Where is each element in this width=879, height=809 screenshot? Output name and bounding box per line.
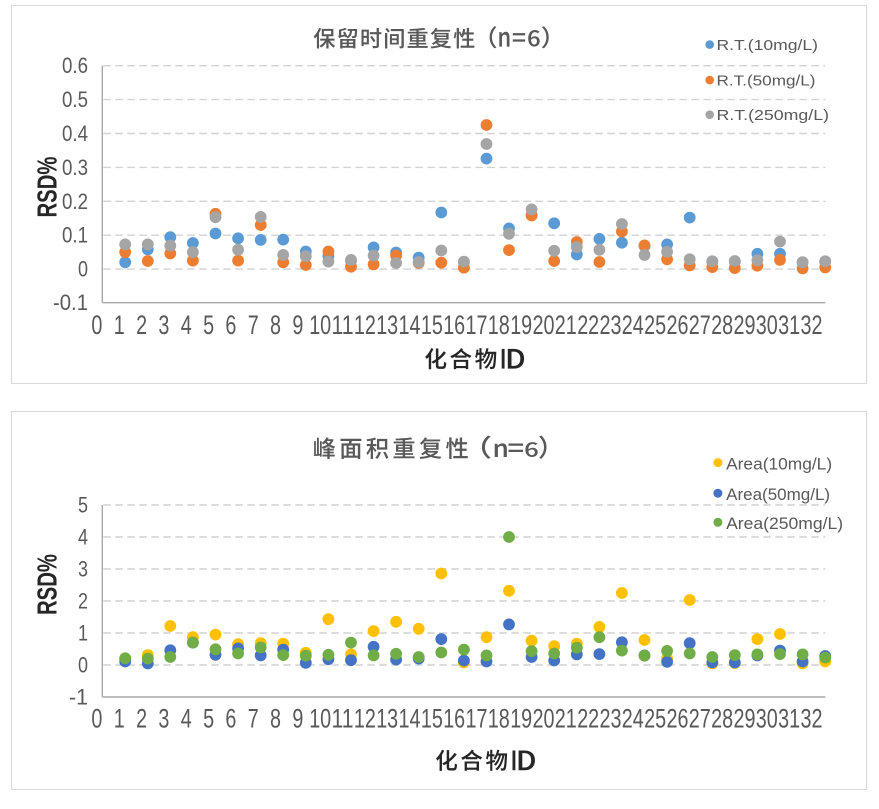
svg-text:RSD%: RSD% — [32, 554, 63, 615]
svg-text:3: 3 — [158, 310, 169, 340]
svg-text:15: 15 — [421, 704, 443, 734]
svg-text:8: 8 — [270, 704, 281, 734]
svg-text:30: 30 — [756, 310, 778, 340]
svg-text:0.5: 0.5 — [62, 87, 88, 112]
svg-text:2: 2 — [136, 310, 147, 340]
svg-text:5: 5 — [78, 493, 88, 518]
svg-text:1: 1 — [114, 310, 125, 340]
svg-text:25: 25 — [644, 704, 666, 734]
svg-text:0: 0 — [91, 310, 102, 340]
svg-text:0: 0 — [78, 257, 88, 282]
svg-text:18: 18 — [488, 310, 510, 340]
svg-text:-0.1: -0.1 — [53, 290, 88, 315]
svg-text:3: 3 — [158, 704, 169, 734]
svg-text:13: 13 — [376, 310, 398, 340]
svg-text:Area(10mg/L): Area(10mg/L) — [726, 454, 832, 473]
svg-text:20: 20 — [533, 704, 555, 734]
svg-text:3: 3 — [78, 557, 88, 582]
svg-text:5: 5 — [203, 310, 214, 340]
svg-text:23: 23 — [600, 310, 622, 340]
svg-text:20: 20 — [533, 310, 555, 340]
svg-text:7: 7 — [248, 704, 259, 734]
svg-text:18: 18 — [488, 704, 510, 734]
svg-text:R.T.(10mg/L): R.T.(10mg/L) — [717, 37, 819, 54]
svg-text:11: 11 — [332, 310, 354, 340]
svg-text:RSD%: RSD% — [32, 157, 63, 218]
svg-text:10: 10 — [309, 310, 331, 340]
svg-text:21: 21 — [555, 704, 577, 734]
svg-text:28: 28 — [711, 704, 733, 734]
svg-text:0.1: 0.1 — [62, 223, 88, 248]
svg-text:30: 30 — [756, 704, 778, 734]
svg-text:0.4: 0.4 — [62, 121, 88, 146]
svg-text:4: 4 — [78, 525, 88, 550]
svg-text:0: 0 — [78, 653, 88, 678]
svg-text:6: 6 — [225, 704, 236, 734]
svg-text:2: 2 — [78, 589, 88, 614]
svg-text:0.2: 0.2 — [62, 189, 88, 214]
svg-text:26: 26 — [667, 310, 689, 340]
svg-text:9: 9 — [292, 310, 303, 340]
svg-text:31: 31 — [778, 704, 800, 734]
svg-text:14: 14 — [399, 310, 421, 340]
svg-text:7: 7 — [248, 310, 259, 340]
svg-text:12: 12 — [354, 704, 376, 734]
svg-text:17: 17 — [466, 310, 488, 340]
svg-text:4: 4 — [181, 310, 192, 340]
svg-text:5: 5 — [203, 704, 214, 734]
svg-text:26: 26 — [667, 704, 689, 734]
svg-text:15: 15 — [421, 310, 443, 340]
svg-text:4: 4 — [181, 704, 192, 734]
svg-text:25: 25 — [644, 310, 666, 340]
svg-text:9: 9 — [292, 704, 303, 734]
svg-text:24: 24 — [622, 310, 644, 340]
svg-text:19: 19 — [510, 310, 532, 340]
svg-text:32: 32 — [801, 310, 823, 340]
svg-text:11: 11 — [332, 704, 354, 734]
svg-text:0.6: 0.6 — [62, 53, 88, 78]
svg-text:6: 6 — [225, 310, 236, 340]
svg-text:29: 29 — [734, 704, 756, 734]
svg-text:16: 16 — [443, 310, 465, 340]
svg-text:2: 2 — [136, 704, 147, 734]
svg-text:23: 23 — [600, 704, 622, 734]
svg-text:Area(50mg/L): Area(50mg/L) — [726, 485, 830, 504]
svg-text:1: 1 — [114, 704, 125, 734]
svg-text:22: 22 — [577, 704, 599, 734]
svg-text:R.T.(50mg/L): R.T.(50mg/L) — [717, 72, 816, 89]
svg-text:17: 17 — [466, 704, 488, 734]
svg-text:29: 29 — [734, 310, 756, 340]
svg-text:22: 22 — [577, 310, 599, 340]
svg-text:Area(250mg/L): Area(250mg/L) — [726, 514, 843, 533]
svg-text:31: 31 — [778, 310, 800, 340]
svg-text:13: 13 — [376, 704, 398, 734]
svg-text:24: 24 — [622, 704, 644, 734]
svg-text:R.T.(250mg/L): R.T.(250mg/L) — [717, 107, 830, 124]
svg-text:1: 1 — [78, 621, 88, 646]
svg-text:16: 16 — [443, 704, 465, 734]
svg-text:19: 19 — [510, 704, 532, 734]
svg-text:-1: -1 — [69, 685, 88, 710]
svg-text:21: 21 — [555, 310, 577, 340]
svg-text:8: 8 — [270, 310, 281, 340]
svg-text:27: 27 — [689, 704, 711, 734]
svg-text:12: 12 — [354, 310, 376, 340]
svg-text:27: 27 — [689, 310, 711, 340]
svg-text:28: 28 — [711, 310, 733, 340]
svg-text:14: 14 — [399, 704, 421, 734]
svg-text:32: 32 — [801, 704, 823, 734]
svg-text:0: 0 — [91, 704, 102, 734]
svg-text:10: 10 — [309, 704, 331, 734]
svg-text:0.3: 0.3 — [62, 155, 88, 180]
